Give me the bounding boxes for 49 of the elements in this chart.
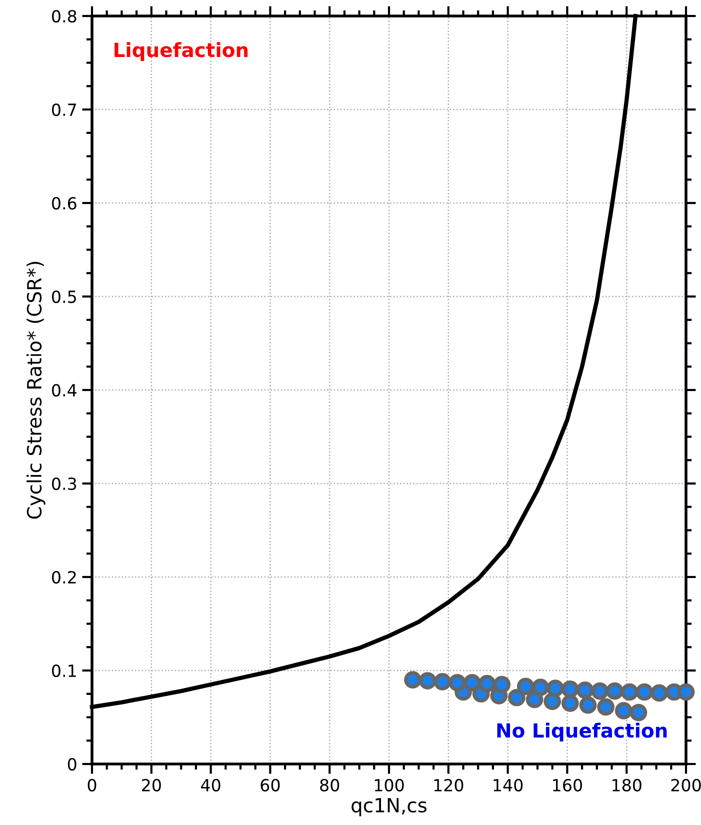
point — [546, 680, 564, 697]
point — [606, 682, 624, 700]
x-tick-label: 140 — [494, 778, 523, 792]
x-tick-label: 40 — [201, 778, 220, 792]
point — [561, 694, 579, 712]
point — [418, 672, 436, 690]
x-tick-label: 80 — [320, 778, 340, 792]
point — [576, 681, 594, 699]
point — [579, 696, 597, 714]
y-tick-label: 0.1 — [52, 664, 76, 678]
y-tick-label: 0 — [68, 758, 76, 771]
y-tick-label: 0.7 — [52, 103, 76, 116]
annotation: No Liquefaction — [497, 722, 667, 742]
point — [591, 682, 609, 700]
point — [614, 702, 632, 720]
y-tick-label: 0.5 — [52, 290, 76, 304]
x-tick-label: 100 — [374, 778, 404, 792]
point — [636, 683, 654, 701]
point — [677, 683, 695, 701]
point — [516, 678, 534, 696]
x-axis-title: qc1N,cs — [352, 798, 427, 816]
point — [493, 676, 511, 694]
point — [448, 674, 466, 692]
point — [561, 680, 579, 698]
point — [597, 698, 614, 716]
point — [650, 684, 668, 702]
y-tick-label: 0.8 — [52, 10, 76, 23]
y-tick-label: 0.6 — [52, 196, 76, 210]
point — [620, 683, 638, 701]
point — [544, 692, 562, 710]
point — [508, 688, 526, 706]
annotation: Liquefaction — [114, 42, 248, 61]
point — [463, 674, 481, 692]
point — [630, 704, 648, 722]
y-tick-label: 0.4 — [52, 384, 76, 397]
x-tick-label: 0 — [88, 778, 96, 792]
point — [434, 673, 452, 690]
y-tick-label: 0.2 — [52, 570, 76, 584]
x-tick-label: 160 — [553, 778, 582, 792]
x-tick-label: 120 — [434, 778, 464, 792]
point — [532, 678, 550, 696]
y-axis-title: Cyclic Stress Ratio* (CSR*) — [26, 262, 46, 519]
x-tick-label: 60 — [260, 778, 280, 792]
x-tick-label: 200 — [671, 778, 701, 792]
y-tick-label: 0.3 — [52, 477, 76, 490]
point — [404, 671, 422, 689]
point — [478, 674, 496, 692]
x-tick-label: 180 — [612, 778, 642, 792]
x-tick-label: 20 — [142, 778, 161, 792]
